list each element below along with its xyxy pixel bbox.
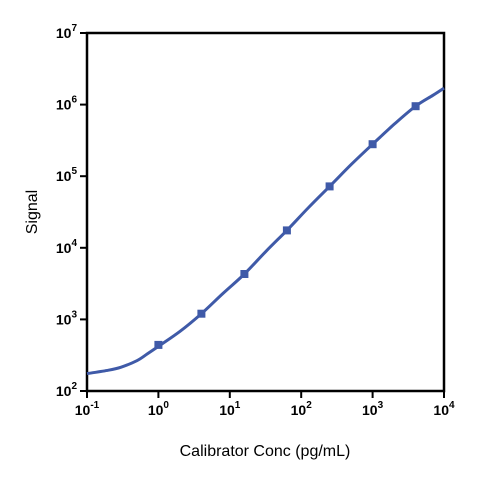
y-axis: 102 103 104 105 106 107 xyxy=(56,23,87,399)
data-points xyxy=(154,102,420,349)
data-point xyxy=(154,340,163,349)
y-axis-title: Signal xyxy=(24,190,41,234)
x-tick-label: 104 xyxy=(433,400,455,418)
y-tick-label: 107 xyxy=(56,23,78,41)
x-axis: 10-1 100 101 102 103 104 xyxy=(75,391,455,418)
data-point xyxy=(325,182,334,191)
y-tick-label: 105 xyxy=(56,166,78,184)
x-tick-label: 100 xyxy=(148,400,170,418)
data-point xyxy=(411,102,420,111)
y-tick-label: 106 xyxy=(56,95,78,113)
y-tick-label: 102 xyxy=(56,381,78,399)
fit-curve xyxy=(86,86,445,376)
x-tick-label: 103 xyxy=(362,400,384,418)
data-point xyxy=(240,270,249,278)
y-tick-label: 104 xyxy=(56,238,78,256)
data-point xyxy=(197,309,206,318)
y-tick-label: 103 xyxy=(56,309,78,327)
x-tick-label: 10-1 xyxy=(75,400,100,418)
plot-frame xyxy=(85,31,446,393)
x-tick-label: 101 xyxy=(219,400,241,418)
x-tick-label: 102 xyxy=(291,400,313,418)
data-point xyxy=(368,140,377,149)
x-axis-title: Calibrator Conc (pg/mL) xyxy=(180,443,351,460)
data-point xyxy=(282,226,291,235)
